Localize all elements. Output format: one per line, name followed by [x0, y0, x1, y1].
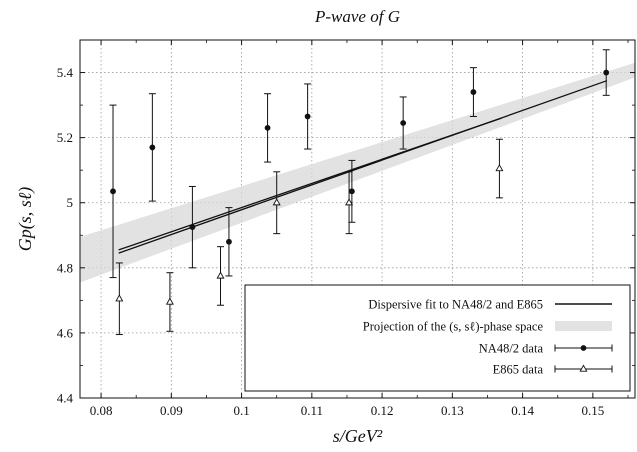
- na48-data-point: [264, 124, 271, 131]
- e865-data-point: [272, 198, 281, 206]
- na48-data-point: [304, 113, 311, 120]
- y-tick-label: 4.4: [57, 391, 74, 406]
- na48-data-point: [400, 120, 407, 126]
- y-tick-label: 5: [67, 195, 74, 210]
- legend-label-na48: NA48/2 data: [479, 342, 544, 356]
- legend-label-e865: E865 data: [493, 363, 544, 377]
- chart-title: P-wave of G: [314, 7, 400, 26]
- e865-data-point: [216, 271, 225, 279]
- x-tick-label: 0.15: [581, 403, 604, 418]
- x-tick-label: 0.11: [301, 403, 323, 418]
- legend-marker-e865: [579, 364, 588, 372]
- x-tick-label: 0.13: [441, 403, 464, 418]
- x-tick-label: 0.12: [371, 403, 394, 418]
- y-tick-label: 5.4: [57, 65, 74, 80]
- x-tick-label: 0.1: [233, 403, 249, 418]
- legend: Dispersive fit to NA48/2 and E865 Projec…: [244, 284, 631, 392]
- e865-data-point: [345, 198, 354, 206]
- na48-data-point: [110, 188, 116, 195]
- na48-data-point: [226, 238, 232, 245]
- plot-area: 0.08 0.09 0.1 0.11 0.12 0.13 0.14 0.15 4.4 4.6 4.8…: [57, 39, 636, 418]
- y-tick-label: 5.2: [57, 130, 73, 145]
- na48-data-point: [348, 188, 355, 195]
- e865-data-point: [165, 297, 174, 305]
- x-tick-label: 0.08: [90, 403, 113, 418]
- legend-swatch-band: [555, 321, 612, 331]
- e865-data-point: [495, 164, 504, 172]
- x-axis-label: s/GeV²: [333, 426, 383, 446]
- phase-space-band: [80, 62, 635, 283]
- legend-marker-na48: [580, 345, 587, 351]
- e865-data-point: [115, 294, 124, 302]
- y-tick-label: 4.6: [57, 325, 74, 340]
- legend-box: [244, 284, 631, 392]
- plot-frame: [79, 39, 636, 399]
- legend-label-fit: Dispersive fit to NA48/2 and E865: [368, 298, 543, 312]
- x-tick-label: 0.09: [160, 403, 183, 418]
- fit-line: [118, 80, 608, 254]
- na48-data-point: [603, 69, 610, 76]
- na48-data-point: [470, 89, 477, 95]
- x-tick-label: 0.14: [511, 403, 534, 418]
- na48-data-point: [189, 224, 196, 231]
- na48-data-point: [149, 144, 156, 151]
- y-axis-label: Gp(s, sℓ): [15, 187, 36, 252]
- y-tick-label: 4.8: [57, 260, 73, 275]
- data-layer: [80, 49, 635, 336]
- legend-label-band: Projection of the (s, sℓ)-phase space: [363, 320, 544, 334]
